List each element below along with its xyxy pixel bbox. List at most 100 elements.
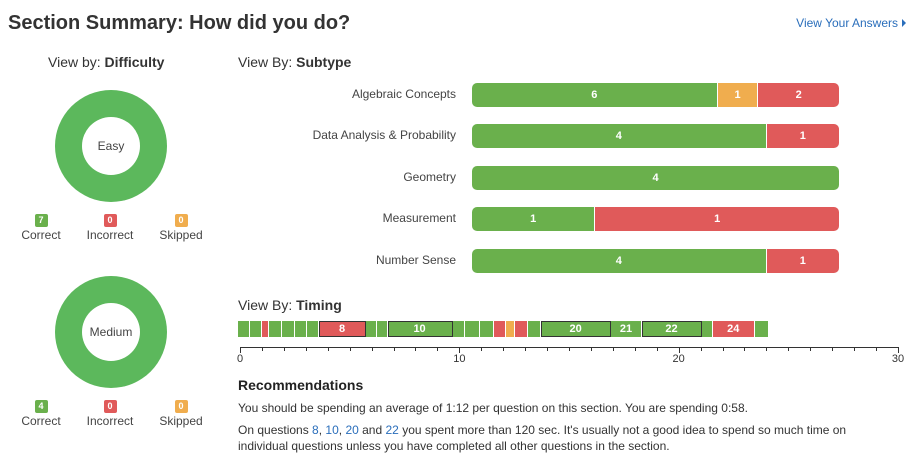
axis-tick	[700, 347, 702, 351]
axis-tick-label: 10	[453, 353, 466, 365]
timing-question-segment[interactable]	[528, 321, 542, 337]
rec-prefix: On questions	[238, 423, 313, 437]
timing-question-segment[interactable]	[515, 321, 529, 337]
subtype-row: Data Analysis & Probability 4 1	[238, 124, 848, 148]
rec-sep: ,	[338, 423, 346, 437]
axis-tick	[327, 347, 329, 351]
timing-question-segment[interactable]: 20	[541, 321, 611, 337]
subtype-bar: 4	[472, 166, 839, 190]
legend-medium-correct: 4 Correct	[8, 398, 74, 428]
axis-tick-label: 30	[891, 353, 905, 365]
axis-tick	[590, 347, 592, 351]
timing-question-segment[interactable]	[307, 321, 320, 337]
subtype-segment-correct: 4	[472, 166, 839, 190]
subtype-heading: View By: Subtype	[238, 54, 351, 70]
axis-tick	[898, 347, 899, 353]
axis-tick	[349, 347, 351, 351]
timing-heading-prefix: View By:	[238, 297, 297, 313]
timing-question-segment[interactable]	[701, 321, 713, 337]
subtype-name: Algebraic Concepts	[351, 87, 456, 101]
timing-question-segment[interactable]: 21	[610, 321, 643, 337]
subtype-segment-incorrect: 2	[757, 83, 839, 107]
timing-question-segment[interactable]: 24	[712, 321, 755, 337]
question-link-20[interactable]: 20	[345, 423, 359, 437]
axis-tick	[854, 347, 856, 351]
axis-tick	[788, 347, 790, 351]
subtype-heading-strong: Subtype	[296, 54, 352, 70]
timing-question-segment[interactable]: 10	[387, 321, 453, 337]
axis-tick	[547, 347, 549, 351]
subtype-name: Geometry	[403, 170, 456, 184]
axis-tick	[437, 347, 439, 351]
easy-correct-badge: 7	[34, 214, 48, 227]
timing-question-segment[interactable]	[505, 321, 516, 337]
axis-tick	[612, 347, 614, 351]
timing-question-segment[interactable]	[249, 321, 262, 337]
timing-question-segment[interactable]	[464, 321, 480, 337]
donut-easy-hole: Easy	[82, 117, 140, 175]
axis-tick	[656, 347, 658, 351]
axis-tick	[261, 347, 263, 351]
timing-question-segment[interactable]	[365, 321, 377, 337]
page-title: Section Summary: How did you do?	[8, 12, 351, 34]
legend-medium-incorrect: 0 Incorrect	[77, 398, 143, 428]
timing-question-segment[interactable]	[238, 321, 250, 337]
difficulty-heading-prefix: View by:	[48, 54, 105, 70]
axis-tick	[305, 347, 307, 351]
timing-question-segment[interactable]	[295, 321, 308, 337]
axis-tick	[503, 347, 505, 351]
view-answers-link[interactable]: View Your Answers	[796, 16, 906, 30]
legend-medium-skipped: 0 Skipped	[148, 398, 214, 428]
axis-tick	[634, 347, 636, 351]
recommendation-pace: You should be spending an average of 1:1…	[238, 401, 748, 415]
legend-easy-correct: 7 Correct	[8, 212, 74, 242]
axis-tick-label: 20	[672, 353, 685, 365]
axis-tick	[371, 347, 373, 351]
timing-question-segment[interactable]	[754, 321, 769, 337]
medium-incorrect-label: Incorrect	[86, 414, 134, 428]
axis-tick	[393, 347, 395, 351]
timing-question-segment[interactable]	[269, 321, 283, 337]
subtype-segment-skipped: 1	[716, 83, 758, 107]
medium-correct-label: Correct	[21, 414, 61, 428]
timing-question-segment[interactable]: 8	[319, 321, 366, 337]
timing-strip: 8 10 20 21 22 24	[238, 321, 769, 337]
axis-tick	[832, 347, 834, 351]
subtype-segment-correct: 4	[472, 124, 766, 148]
timing-question-segment[interactable]	[493, 321, 506, 337]
timing-question-segment[interactable]	[452, 321, 465, 337]
axis-tick	[240, 347, 241, 353]
axis-tick	[766, 347, 768, 351]
donut-medium-hole: Medium	[82, 303, 140, 361]
subtype-segment-incorrect: 1	[594, 207, 839, 231]
question-link-10[interactable]: 10	[325, 423, 339, 437]
subtype-row: Measurement 1 1	[238, 207, 848, 231]
timing-question-segment[interactable]: 22	[642, 321, 702, 337]
timing-axis: 0 10 20 30	[237, 347, 904, 367]
axis-tick	[525, 347, 527, 351]
view-answers-label: View Your Answers	[796, 16, 898, 30]
subtype-segment-correct: 4	[472, 249, 766, 273]
medium-correct-badge: 4	[34, 400, 48, 413]
question-link-8[interactable]: 8	[312, 423, 319, 437]
axis-tick	[678, 347, 680, 353]
timing-heading: View By: Timing	[238, 297, 342, 313]
axis-tick	[744, 347, 746, 351]
donut-medium-label: Medium	[89, 325, 133, 339]
axis-tick	[810, 347, 812, 351]
subtype-row: Geometry 4	[238, 166, 848, 190]
timing-question-segment[interactable]	[282, 321, 296, 337]
timing-question-segment[interactable]	[261, 321, 270, 337]
rec-sep: ,	[318, 423, 326, 437]
subtype-heading-prefix: View By:	[238, 54, 297, 70]
timing-question-segment[interactable]	[376, 321, 388, 337]
rec-sep: and	[358, 423, 386, 437]
timing-heading-strong: Timing	[296, 297, 342, 313]
subtype-segment-incorrect: 1	[765, 249, 839, 273]
timing-question-segment[interactable]	[479, 321, 494, 337]
axis-tick	[481, 347, 483, 351]
question-link-22[interactable]: 22	[385, 423, 399, 437]
